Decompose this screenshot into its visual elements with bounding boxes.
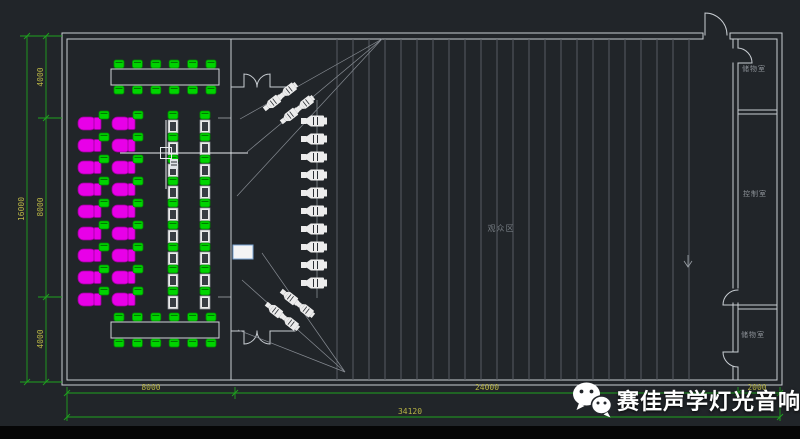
podium-block <box>232 244 254 260</box>
label-storage-bottom: 储物室 <box>741 330 765 339</box>
double-door-bottom <box>243 330 271 345</box>
dim-bottom-total: 34120 <box>398 407 422 416</box>
double-door-top <box>243 73 271 88</box>
dim-bottom-seg-1: 8000 <box>141 383 160 392</box>
entrance-door <box>704 12 728 36</box>
dim-bottom-seg-3: 2000 <box>747 383 766 392</box>
wechat-icon <box>573 382 612 418</box>
label-control-room: 控制室 <box>743 189 767 198</box>
dimension-chains: 16000 4000 8000 4000 8000 24000 2000 341… <box>17 32 784 421</box>
crosshair-cursor <box>120 120 248 189</box>
dim-left-seg-3: 4000 <box>36 329 45 348</box>
storage-top-door <box>737 47 753 64</box>
watermark-brand-text: 赛佳声学灯光音响 <box>617 389 800 415</box>
dim-left-seg-2: 8000 <box>36 197 45 216</box>
bottom-black-bar <box>0 426 800 439</box>
room-labels: 储物室 控制室 储物室 观众区 <box>488 64 767 339</box>
watermark: 赛佳声学灯光音响 <box>572 381 800 418</box>
beam-lines <box>236 38 383 373</box>
banquet-tables <box>110 59 220 348</box>
building-walls <box>61 32 783 386</box>
audience-rows <box>336 39 690 380</box>
doors <box>243 12 753 368</box>
control-room-door <box>722 289 739 306</box>
section-marker <box>683 255 693 268</box>
label-audience-area: 观众区 <box>488 224 515 233</box>
dim-left-seg-1: 4000 <box>36 67 45 86</box>
seat-columns <box>77 110 211 310</box>
dim-bottom-seg-2: 24000 <box>475 383 499 392</box>
dim-left-total: 16000 <box>17 197 26 221</box>
storage-bottom-door <box>722 351 739 368</box>
fixture-column <box>300 115 328 289</box>
label-storage-top: 储物室 <box>742 64 766 73</box>
